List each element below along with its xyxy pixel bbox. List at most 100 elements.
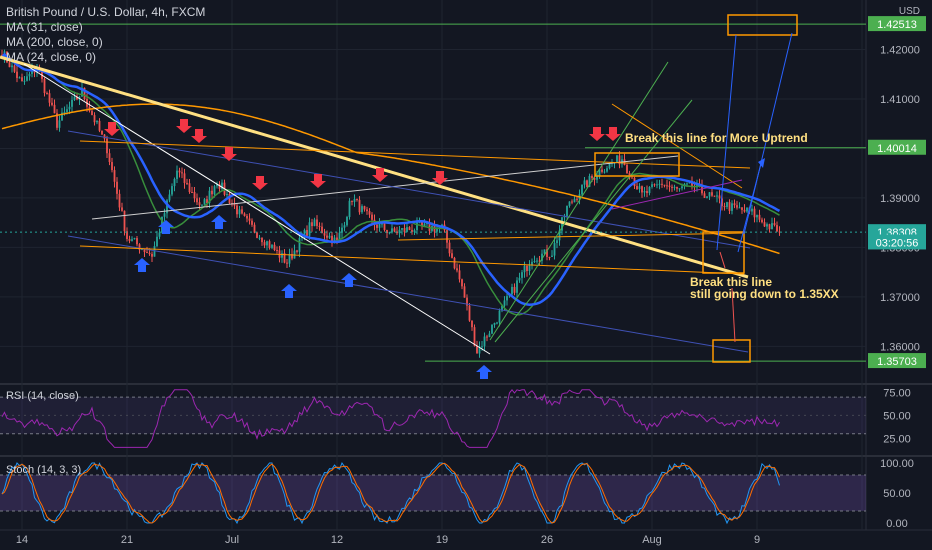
stoch-d-line [1,462,780,524]
main-downtrend-line [0,55,749,279]
candle-body [291,254,293,259]
candle-body [298,237,301,252]
candle-body [228,194,231,204]
candle-body [646,191,648,194]
candle-body [123,210,126,232]
candle-body [46,92,48,94]
candle-body [143,248,146,252]
candle-body [101,130,103,135]
candle-body [303,229,306,238]
uptrend-annotation: Break this line for More Uptrend [625,131,808,145]
candle-body [678,188,681,190]
candle-body [673,186,676,188]
candle-body [128,238,131,241]
candle-body [136,238,138,245]
red-down-arrow-icon [432,171,448,185]
candle-body [506,296,508,301]
blue-up-arrow-icon [281,284,297,298]
candle-body [238,209,241,215]
candle-body [13,65,16,72]
candle-body [771,223,773,230]
candle-body [58,120,61,128]
orange-descending-line [611,103,743,189]
candle-body [476,345,478,354]
candle-body [763,222,766,227]
candle-body [738,207,741,209]
price-tick-label: 1.37000 [880,292,920,304]
candle-body [448,242,451,254]
candle-body [391,228,393,233]
price-label-level-140014: 1.40014 [877,143,917,155]
candle-body [308,222,311,236]
candle-body [163,213,166,217]
indicator-ma24[interactable]: MA (24, close, 0) [6,50,97,64]
indicator-ma31[interactable]: MA (31, close) [6,20,83,34]
candle-body [226,194,228,196]
candle-body [573,198,576,203]
candle-body [248,218,251,221]
candle-body [318,225,321,227]
candle-body [536,260,538,262]
candle-body [328,235,331,238]
candle-body [481,346,483,348]
rsi-pane-label[interactable]: RSI (14, close) [6,390,79,402]
candle-body [511,286,513,295]
candle-body [541,253,543,261]
candle-body [413,230,416,232]
indicator-ma200[interactable]: MA (200, close, 0) [6,35,103,49]
candle-body [571,201,573,203]
candle-body [648,186,651,194]
candle-body [28,73,31,77]
candle-body [746,207,748,212]
candle-body [393,228,396,232]
candle-body [468,305,471,321]
candle-body [286,262,288,264]
candle-body [326,235,328,238]
orange-channel-lower [79,245,745,275]
candle-body [151,253,153,257]
candle-body [728,202,731,211]
price-tick-label: 1.41000 [880,94,920,106]
projection-down-small [719,251,726,269]
candle-body [26,76,28,81]
candle-body [91,110,93,116]
candle-body [73,96,76,100]
stoch-pane-label[interactable]: Stoch (14, 3, 3) [6,464,82,476]
candle-body [361,206,363,213]
target-box-top [727,14,798,36]
candle-body [706,196,708,198]
candle-body [293,250,296,259]
candle-body [436,227,438,232]
candle-body [603,171,606,173]
currency-label: USD [898,6,920,17]
candle-body [721,198,723,207]
candle-body [31,69,33,74]
symbol-title[interactable]: British Pound / U.S. Dollar, 4h, FXCM [6,5,206,19]
time-tick-label: Aug [642,534,662,546]
candle-body [736,205,738,208]
chart-legend: British Pound / U.S. Dollar, 4h, FXCM MA… [6,5,205,65]
stoch-tick-label: 50.00 [883,488,911,500]
candle-body [591,175,593,179]
blue-channel-lower [67,235,749,353]
candle-body [773,223,776,226]
candle-body [593,178,596,180]
price-label-bg-level-142513 [868,16,926,32]
candle-body [666,185,668,187]
candle-body [466,297,468,306]
candle-body [206,199,208,203]
candle-body [601,169,603,172]
candle-body [713,195,716,197]
candle-body [126,231,128,239]
candle-body [121,207,123,211]
candle-body [196,198,198,203]
candle-body [311,222,313,227]
candle-body [138,244,141,250]
candle-body [341,227,343,233]
green-steep-line [489,61,669,341]
candle-body [213,186,216,195]
candle-body [288,254,291,264]
candle-body [703,193,706,198]
